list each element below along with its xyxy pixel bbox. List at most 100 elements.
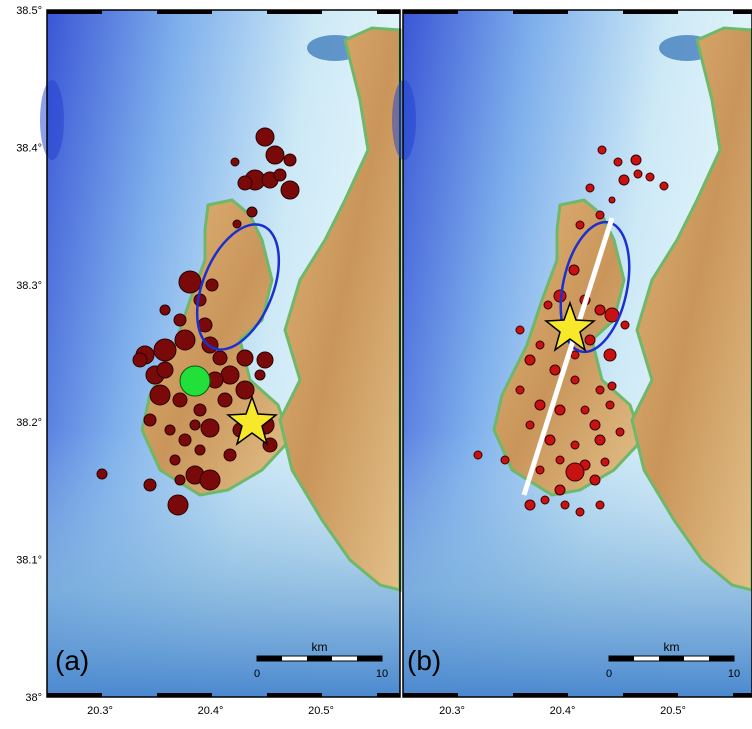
earthquake	[596, 501, 604, 509]
earthquake	[247, 207, 257, 217]
scale-segment	[609, 656, 634, 661]
deep-basin	[392, 80, 416, 160]
earthquake	[550, 365, 560, 375]
earthquake	[544, 301, 552, 309]
earthquake	[614, 158, 622, 166]
earthquake	[608, 382, 616, 390]
earthquake	[190, 420, 200, 430]
earthquake	[150, 385, 170, 405]
earthquake	[144, 479, 156, 491]
earthquake	[195, 445, 205, 455]
earthquake	[516, 386, 524, 394]
earthquake	[133, 353, 147, 367]
x-label: 20.4°	[550, 705, 576, 717]
earthquake	[545, 435, 555, 445]
scale-segment	[357, 656, 382, 661]
earthquake	[576, 221, 584, 229]
earthquake	[236, 381, 254, 399]
x-label: 20.3°	[439, 705, 465, 717]
earthquake	[598, 146, 606, 154]
earthquake	[526, 421, 534, 429]
earthquake	[535, 400, 545, 410]
earthquake	[660, 182, 668, 190]
scale-segment	[257, 656, 282, 661]
earthquake	[257, 352, 273, 368]
earthquake	[595, 305, 605, 315]
earthquake	[556, 456, 564, 464]
earthquake	[566, 463, 584, 481]
earthquake	[516, 326, 524, 334]
scale-start: 0	[254, 668, 260, 680]
earthquake	[571, 351, 579, 359]
earthquake	[596, 386, 604, 394]
earthquake	[590, 475, 600, 485]
earthquake	[621, 321, 629, 329]
x-label: 20.5°	[308, 705, 334, 717]
earthquake	[609, 197, 615, 203]
y-label: 38.4°	[16, 142, 42, 154]
earthquake	[255, 370, 265, 380]
earthquake	[200, 470, 220, 490]
earthquake	[606, 401, 614, 409]
earthquake	[174, 314, 186, 326]
earthquake	[569, 265, 579, 275]
earthquake	[157, 362, 173, 378]
y-label: 38.5°	[16, 5, 42, 17]
earthquake	[525, 500, 535, 510]
earthquake	[194, 404, 206, 416]
earthquake	[501, 456, 509, 464]
earthquake	[474, 451, 482, 459]
earthquake	[170, 455, 180, 465]
earthquake	[571, 441, 579, 449]
earthquake	[604, 349, 616, 361]
map-panel: 20.3°20.4°20.5°(b)km010	[392, 10, 752, 717]
earthquake	[231, 158, 239, 166]
x-label: 20.3°	[87, 705, 113, 717]
y-label: 38°	[25, 692, 42, 704]
earthquake	[266, 146, 284, 164]
scale-segment	[709, 656, 734, 661]
earthquake	[541, 496, 549, 504]
earthquake	[555, 485, 565, 495]
earthquake	[144, 414, 156, 426]
earthquake	[561, 501, 569, 509]
earthquake	[536, 341, 544, 349]
earthquake	[596, 211, 604, 219]
earthquake	[590, 420, 600, 430]
panel-label: (a)	[55, 645, 89, 676]
earthquake	[175, 475, 185, 485]
scale-end: 10	[376, 668, 388, 680]
scale-segment	[307, 656, 332, 661]
earthquake	[619, 175, 629, 185]
earthquake	[281, 181, 299, 199]
earthquake	[586, 184, 594, 192]
x-label: 20.5°	[660, 705, 686, 717]
deep-basin	[40, 80, 64, 160]
scale-unit: km	[312, 640, 328, 654]
y-label: 38.2°	[16, 417, 42, 429]
earthquake	[154, 339, 176, 361]
earthquake	[237, 350, 253, 366]
earthquake	[173, 393, 187, 407]
earthquake	[213, 351, 227, 365]
earthquake	[601, 458, 609, 466]
scale-segment	[659, 656, 684, 661]
earthquake	[634, 170, 642, 178]
earthquake	[175, 330, 195, 350]
mainshock-a	[180, 366, 210, 396]
earthquake	[525, 355, 535, 365]
earthquake	[581, 406, 589, 414]
y-label: 38.1°	[16, 555, 42, 567]
x-label: 20.4°	[198, 705, 224, 717]
earthquake	[221, 366, 239, 384]
earthquake	[201, 419, 219, 437]
earthquake	[218, 393, 232, 407]
scale-start: 0	[606, 668, 612, 680]
earthquake	[595, 435, 605, 445]
earthquake	[233, 220, 241, 228]
earthquake	[160, 305, 170, 315]
earthquake	[238, 176, 252, 190]
panel-label: (b)	[407, 645, 441, 676]
earthquake	[274, 169, 286, 181]
